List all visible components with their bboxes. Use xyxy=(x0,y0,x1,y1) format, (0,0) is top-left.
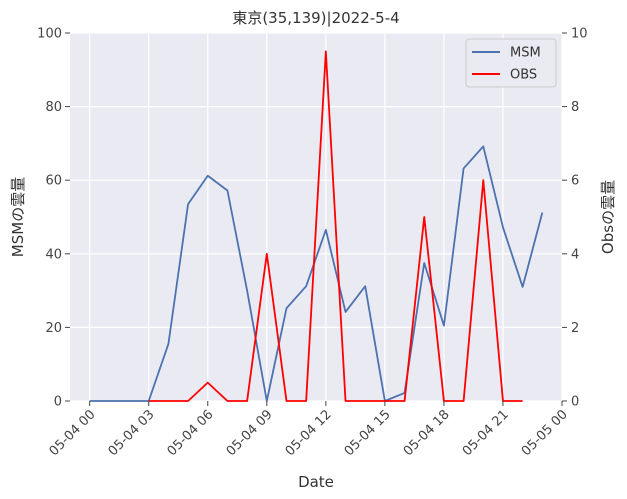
y2-tick-label: 6 xyxy=(571,174,579,189)
y-tick-label: 40 xyxy=(45,247,62,262)
y2-axis-label: Obsの雲量 xyxy=(599,180,617,254)
y-tick-label: 60 xyxy=(45,174,62,189)
grid xyxy=(70,32,563,402)
legend: MSM OBS xyxy=(465,38,557,88)
x-tick-label: 05-04 09 xyxy=(224,407,276,459)
y2-tick-label: 8 xyxy=(571,100,579,115)
y2-tick-label: 10 xyxy=(571,27,588,42)
x-tick-label: 05-04 03 xyxy=(106,407,158,459)
y2-tick-label: 0 xyxy=(571,395,579,410)
x-tick-label: 05-04 12 xyxy=(283,407,335,459)
x-tick-label: 05-04 18 xyxy=(401,407,453,459)
series-line-msm xyxy=(89,145,544,402)
y-tick-label: 20 xyxy=(45,321,62,336)
y-axis-label: MSMの雲量 xyxy=(9,177,27,257)
x-tick-label: 05-05 00 xyxy=(519,407,571,459)
x-tick-label: 05-04 00 xyxy=(47,407,99,459)
x-tick-label: 05-04 15 xyxy=(342,407,394,459)
y-tick-label: 80 xyxy=(45,100,62,115)
legend-label-obs: OBS xyxy=(510,68,537,83)
y-tick-label: 100 xyxy=(37,27,62,42)
x-tick-label: 05-04 21 xyxy=(460,407,512,459)
y2-tick-label: 2 xyxy=(571,321,579,336)
x-tick-label: 05-04 06 xyxy=(165,407,217,459)
y-tick-label: 0 xyxy=(54,395,62,410)
legend-label-msm: MSM xyxy=(510,46,541,61)
x-axis-label: Date xyxy=(298,473,334,491)
series-line-obs xyxy=(148,50,523,402)
series-layer xyxy=(89,50,544,402)
chart-title: 東京(35,139)|2022-5-4 xyxy=(232,9,399,27)
y2-tick-label: 4 xyxy=(571,247,579,262)
